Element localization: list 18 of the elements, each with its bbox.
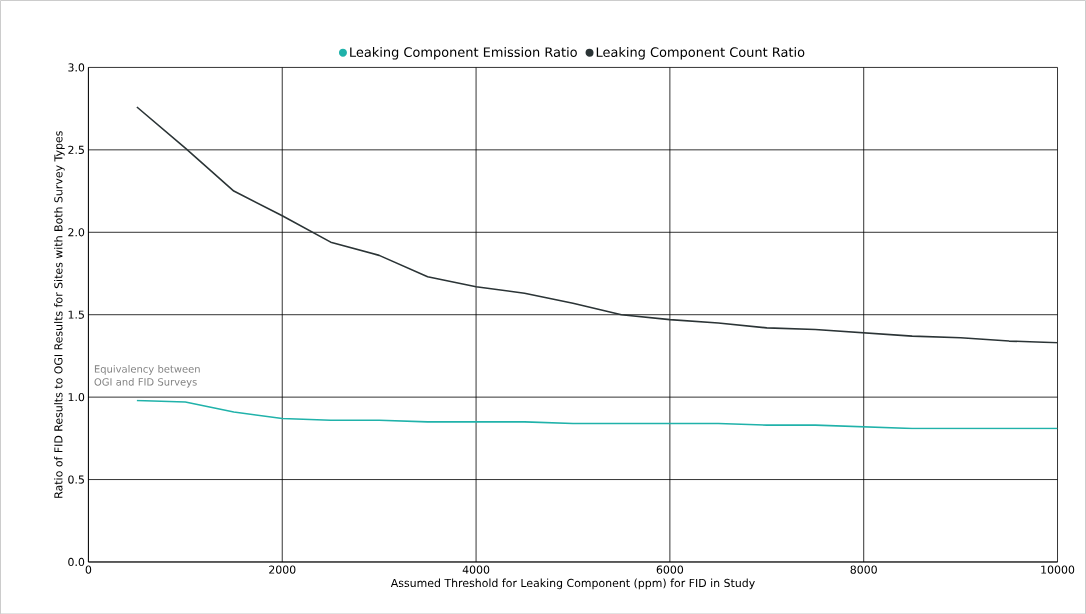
x-tick-label: 0 xyxy=(85,565,92,574)
x-tick-label: 2000 xyxy=(269,565,296,574)
legend-label: Leaking Component Count Ratio xyxy=(596,46,805,60)
legend-label: Leaking Component Emission Ratio xyxy=(350,46,577,60)
x-tick-label: 10000 xyxy=(1041,565,1075,574)
y-tick-label: 1.0 xyxy=(68,392,85,402)
y-tick-label: 2.0 xyxy=(68,227,85,237)
x-axis-title: Assumed Threshold for Leaking Component (ppm) for FID in Study xyxy=(390,578,755,589)
y-tick-label: 1.5 xyxy=(68,310,84,319)
y-tick-label: 0.5 xyxy=(68,475,84,484)
annotation: Equivalency between OGI and FID Surveys xyxy=(94,364,200,388)
x-tick-label: 4000 xyxy=(462,565,490,574)
y-tick-label: 0.0 xyxy=(68,557,85,566)
y-axis-title: Ratio of FID Results to OGI Results for Sites with Both Survey Types xyxy=(54,130,65,498)
y-tick-label: 3.0 xyxy=(68,63,85,72)
x-tick-label: 8000 xyxy=(850,565,877,574)
y-tick-label: 2.5 xyxy=(68,145,84,154)
x-tick-label: 6000 xyxy=(656,565,684,574)
